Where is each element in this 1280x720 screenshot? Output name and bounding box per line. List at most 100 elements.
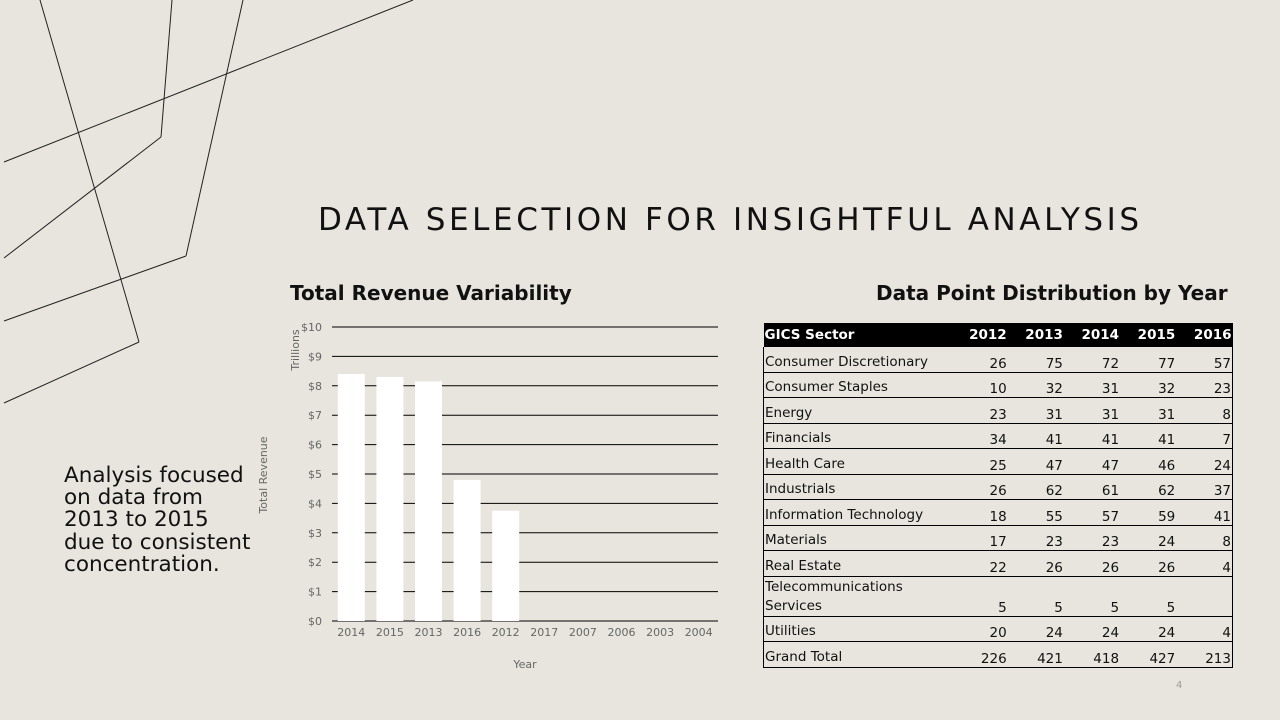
count-cell: 17: [951, 525, 1008, 551]
y-tick-label: $7: [308, 409, 322, 422]
count-cell: 72: [1063, 347, 1121, 373]
sector-cell: Consumer Staples: [763, 372, 952, 398]
table-row: Real Estate 22 26 26 26 4: [763, 550, 1234, 577]
count-cell: 32: [1007, 372, 1064, 398]
count-cell: 25: [951, 448, 1008, 475]
count-cell: 26: [951, 474, 1008, 500]
count-cell: 26: [1063, 550, 1121, 577]
header-year: 2014: [1063, 323, 1121, 347]
y-tick-label: $0: [308, 615, 322, 628]
count-cell: 5: [1063, 576, 1121, 617]
sector-cell: Real Estate: [763, 550, 952, 577]
table-row: Materials 17 23 23 24 8: [763, 525, 1234, 551]
bar: [376, 376, 404, 621]
table-row: Grand Total 226 421 418 427 213: [763, 641, 1234, 668]
table-header-row: GICS Sector 2012 2013 2014 2015 2016: [763, 323, 1233, 347]
y-tick-label: $4: [308, 497, 322, 510]
y-tick-label: $1: [308, 586, 322, 599]
count-cell: 62: [1120, 474, 1177, 500]
count-cell: 41: [1063, 423, 1121, 449]
x-tick-label: 2013: [415, 626, 443, 639]
table-row: Financials 34 41 41 41 7: [763, 423, 1234, 449]
bar: [492, 510, 520, 621]
slide-title: DATA SELECTION FOR INSIGHTFUL ANALYSIS: [318, 202, 1143, 238]
sector-cell: Health Care: [763, 448, 952, 475]
y-tick-label: $8: [308, 380, 322, 393]
table-title: Data Point Distribution by Year: [876, 281, 1228, 305]
y-axis-label: Total Revenue: [257, 436, 270, 514]
count-cell: 10: [951, 372, 1008, 398]
bar: [453, 479, 481, 621]
side-note: Analysis focused on data from 2013 to 20…: [64, 463, 251, 577]
count-cell: 32: [1120, 372, 1177, 398]
count-cell: 41: [1120, 423, 1177, 449]
header-year: 2016: [1176, 323, 1233, 347]
count-cell: 4: [1176, 616, 1234, 642]
count-cell: 20: [951, 616, 1008, 642]
x-tick-label: 2015: [376, 626, 404, 639]
x-tick-label: 2014: [337, 626, 365, 639]
count-cell: 4: [1176, 550, 1234, 577]
count-cell: 23: [951, 397, 1008, 424]
x-tick-label: 2003: [646, 626, 674, 639]
count-cell: 427: [1120, 641, 1177, 668]
sector-cell: Information Technology: [763, 499, 952, 526]
sector-cell: Telecommunications Services: [763, 576, 952, 617]
sector-cell: Utilities: [763, 616, 952, 642]
header-sector: GICS Sector: [763, 323, 952, 347]
count-cell: 41: [1176, 499, 1234, 526]
count-cell: 24: [1007, 616, 1064, 642]
sector-cell: Materials: [763, 525, 952, 551]
count-cell: 26: [1007, 550, 1064, 577]
x-tick-label: 2012: [492, 626, 520, 639]
count-cell: [1176, 576, 1234, 617]
table-row: Consumer Discretionary 26 75 72 77 57: [763, 347, 1234, 373]
header-year: 2015: [1120, 323, 1177, 347]
y-tick-label: $9: [308, 350, 322, 363]
count-cell: 26: [1120, 550, 1177, 577]
count-cell: 59: [1120, 499, 1177, 526]
count-cell: 418: [1063, 641, 1121, 668]
sector-cell: Grand Total: [763, 641, 952, 668]
header-year: 2013: [1007, 323, 1064, 347]
count-cell: 24: [1120, 616, 1177, 642]
count-cell: 61: [1063, 474, 1121, 500]
x-tick-label: 2017: [530, 626, 558, 639]
table-row: Energy 23 31 31 31 8: [763, 397, 1234, 424]
x-axis-label: Year: [512, 658, 537, 671]
count-cell: 226: [951, 641, 1008, 668]
count-cell: 31: [1007, 397, 1064, 424]
count-cell: 37: [1176, 474, 1234, 500]
count-cell: 23: [1063, 525, 1121, 551]
chart-title: Total Revenue Variability: [290, 281, 572, 305]
count-cell: 31: [1063, 372, 1121, 398]
count-cell: 26: [951, 347, 1008, 373]
x-tick-label: 2016: [453, 626, 481, 639]
count-cell: 23: [1176, 372, 1234, 398]
page-number: 4: [1176, 680, 1183, 691]
count-cell: 47: [1007, 448, 1064, 475]
x-tick-label: 2006: [608, 626, 636, 639]
sector-cell: Energy: [763, 397, 952, 424]
unit-label: Trillions: [289, 329, 302, 372]
bar: [337, 374, 365, 621]
count-cell: 34: [951, 423, 1008, 449]
count-cell: 55: [1007, 499, 1064, 526]
sector-cell: Consumer Discretionary: [763, 347, 952, 373]
count-cell: 23: [1007, 525, 1064, 551]
y-tick-label: $2: [308, 556, 322, 569]
table-row: Consumer Staples 10 32 31 32 23: [763, 372, 1234, 398]
count-cell: 77: [1120, 347, 1177, 373]
count-cell: 41: [1007, 423, 1064, 449]
count-cell: 7: [1176, 423, 1234, 449]
table-row: Information Technology 18 55 57 59 41: [763, 499, 1234, 526]
decorative-lines: [3, 0, 414, 404]
y-tick-label: $6: [308, 439, 322, 452]
table-row: Health Care 25 47 47 46 24: [763, 448, 1234, 475]
count-cell: 213: [1176, 641, 1234, 668]
header-year: 2012: [951, 323, 1008, 347]
count-cell: 75: [1007, 347, 1064, 373]
count-cell: 57: [1063, 499, 1121, 526]
y-tick-label: $3: [308, 527, 322, 540]
count-cell: 421: [1007, 641, 1064, 668]
